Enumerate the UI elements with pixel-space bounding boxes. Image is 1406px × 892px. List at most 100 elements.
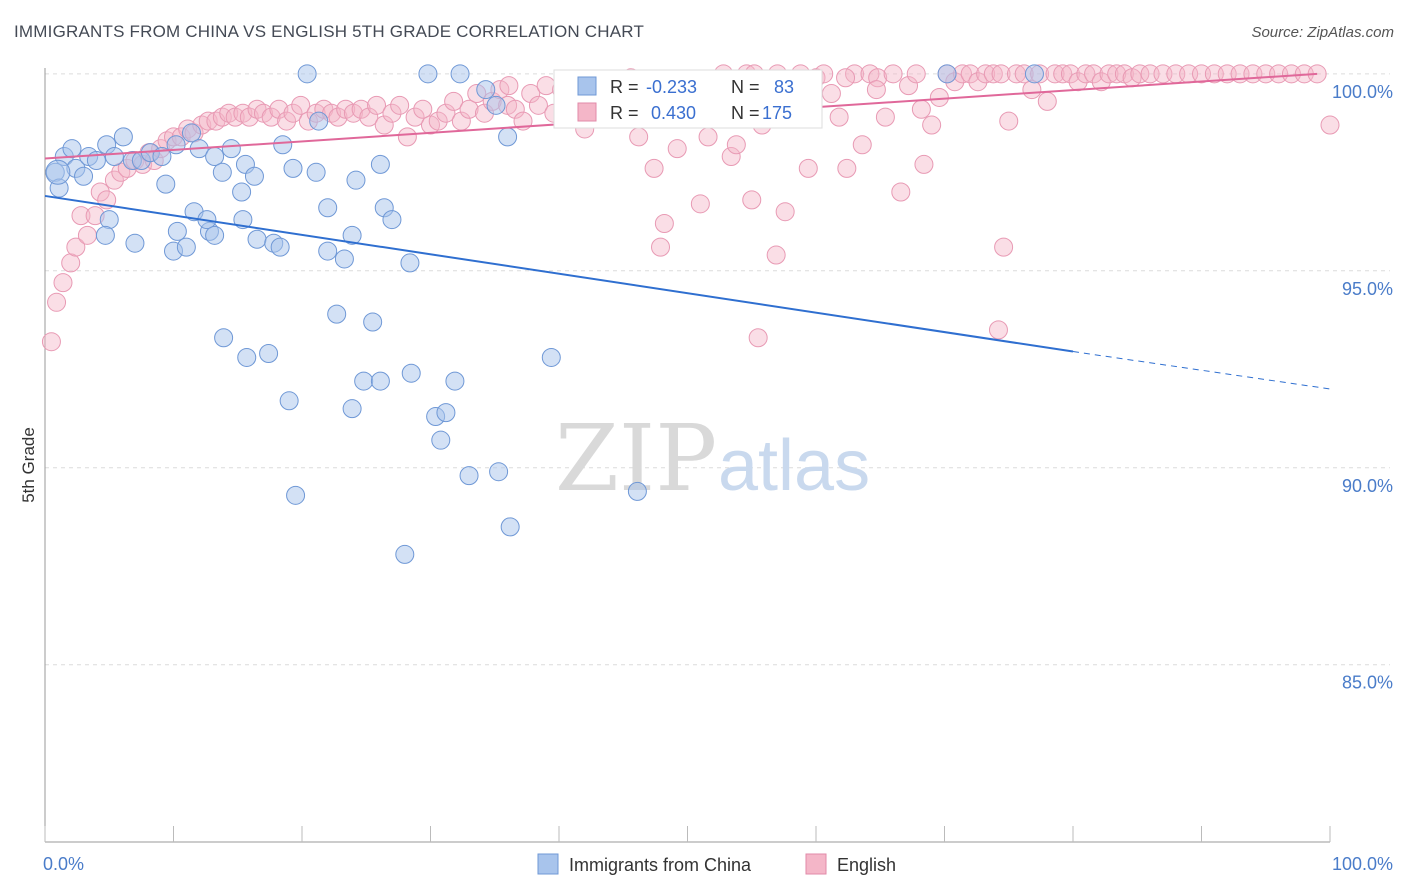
china-point [113,127,133,147]
english-point [775,202,795,222]
china-point [221,139,241,159]
watermark: ZIP atlas [555,405,870,512]
china-point [99,210,119,230]
y-axis-label: 5th Grade [19,427,38,503]
china-point [279,391,299,411]
china-n-value: 83 [774,77,794,97]
y-tick-label: 90.0% [1342,476,1393,496]
china-point [346,170,366,190]
china-points [45,64,1044,564]
china-point [62,139,82,159]
english-point [528,95,548,115]
english-point [499,76,519,96]
english-point [505,99,525,119]
china-n-label: N = [731,77,760,97]
english-point [351,99,371,119]
english-point [1045,64,1065,84]
china-point [401,363,421,383]
english-point [1022,80,1042,100]
english-point [459,99,479,119]
english-point [999,111,1019,131]
china-point [156,174,176,194]
english-point [1053,64,1073,84]
english-point [798,158,818,178]
english-point [960,64,980,84]
bottom-legend: Immigrants from China English [537,853,896,875]
legend-english-label: English [837,855,896,875]
china-trend-extension [1072,351,1331,390]
english-point [988,320,1008,340]
china-point [486,95,506,115]
china-point [370,371,390,391]
english-point [968,72,988,92]
china-point [283,158,303,178]
china-point [342,225,362,245]
china-point [363,312,383,332]
china-point [232,182,252,202]
english-point [911,99,931,119]
english-point [1084,64,1104,84]
english-point [883,64,903,84]
china-point [354,371,374,391]
china-trend-line [44,194,1074,353]
english-point [899,76,919,96]
english-point [359,107,379,127]
legend-china-label: Immigrants from China [569,855,752,875]
english-point [821,84,841,104]
english-point [922,115,942,135]
english-point [66,237,86,257]
english-point [644,158,664,178]
english-point [748,328,768,348]
english-point [405,107,425,127]
english-point [991,64,1011,84]
english-point [766,245,786,265]
english-point [742,190,762,210]
english-point [829,107,849,127]
china-point [327,304,347,324]
english-point [47,292,67,312]
english-r-value: 0.430 [651,103,696,123]
english-point [1037,91,1057,111]
english-point [71,206,91,226]
english-point [891,182,911,202]
english-point [845,64,865,84]
china-point [459,466,479,486]
english-point [277,111,297,131]
english-point [61,253,81,273]
english-point [521,84,541,104]
tick-labels: 100.0% 95.0% 90.0% 85.0% 0.0% 100.0% [43,82,1393,874]
english-point [374,115,394,135]
china-point [104,147,124,167]
china-point [205,225,225,245]
english-point [444,91,464,111]
english-point [983,64,1003,84]
english-point [866,80,886,100]
english-point [390,95,410,115]
legend-english-swatch [805,853,827,875]
english-point [291,95,311,115]
english-n-value: 175 [762,103,792,123]
china-point [627,481,647,501]
english-point [1320,115,1340,135]
china-point [334,249,354,269]
y-tick-label: 85.0% [1342,673,1393,693]
english-point [651,237,671,257]
english-point [428,111,448,131]
china-point [445,371,465,391]
china-stat-swatch [577,76,597,96]
china-point [286,485,306,505]
english-point [994,237,1014,257]
english-point [328,107,348,127]
china-point [237,347,257,367]
english-point [1107,64,1127,84]
china-point [95,225,115,245]
x-tick-label-start: 0.0% [43,854,84,874]
china-point [270,237,290,257]
english-point [836,68,856,88]
china-point [436,403,456,423]
china-point [382,210,402,230]
english-point [41,332,61,352]
english-point [283,103,303,123]
china-point [541,347,561,367]
china-point [937,64,957,84]
